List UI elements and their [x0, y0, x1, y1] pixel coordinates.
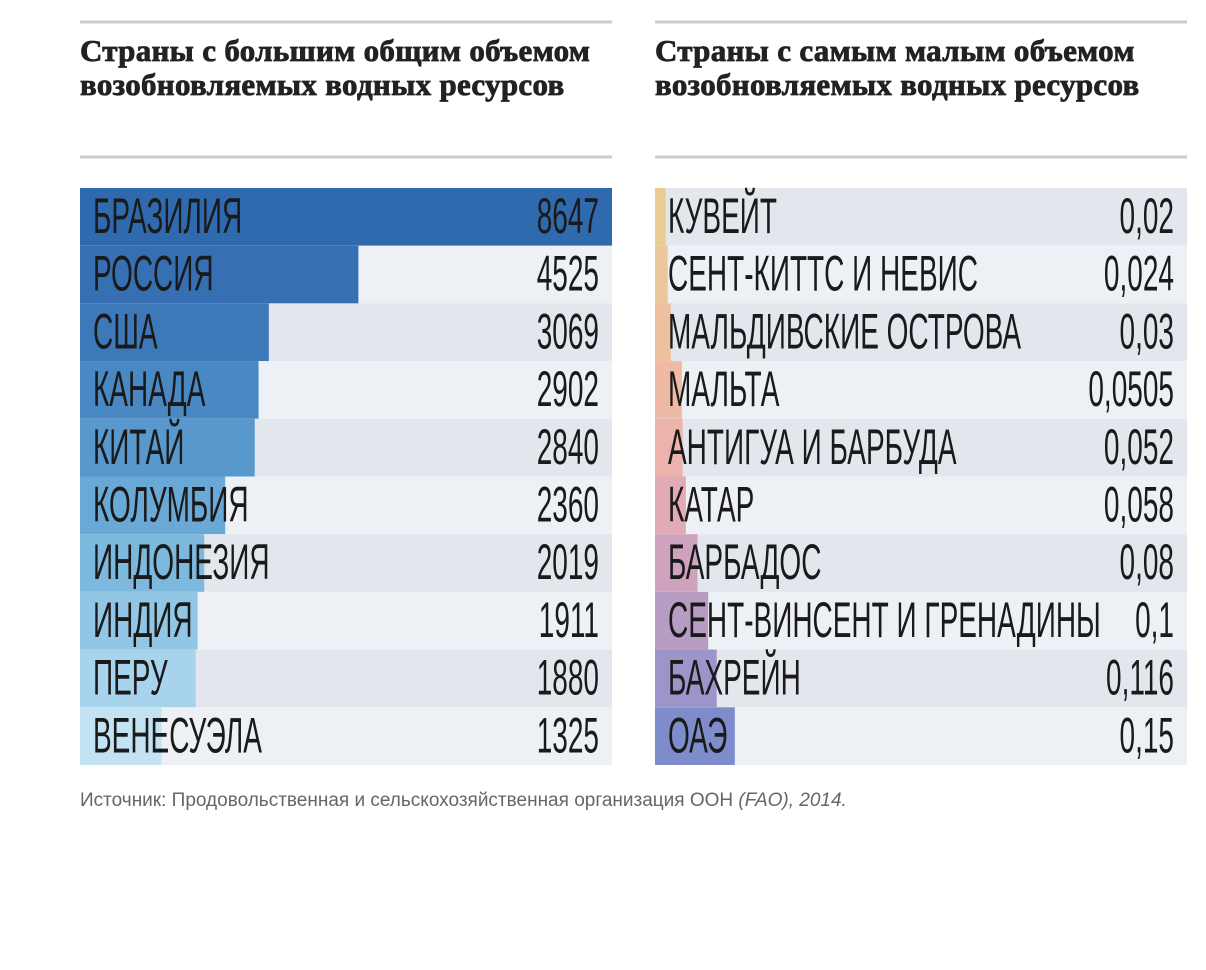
value-label: 0,1	[1135, 591, 1174, 648]
bar	[655, 649, 717, 708]
labels: БРАЗИЛИЯ 8647 РОССИЯ 4525 США 3069 КАНАДА 2902 К…	[93, 187, 599, 763]
row-background	[655, 188, 1187, 246]
value-label: 0,08	[1120, 534, 1174, 591]
value-label: 2902	[537, 361, 599, 418]
source-ref: (FAO), 2014.	[738, 790, 846, 811]
value-label: 2019	[537, 534, 599, 591]
category-label: СЕНТ-КИТТС И НЕВИС	[668, 245, 978, 302]
value-label: 2840	[537, 418, 599, 475]
category-label: КОЛУМБИЯ	[93, 476, 249, 533]
bar	[655, 476, 686, 535]
bar	[655, 707, 735, 765]
bar	[80, 303, 269, 362]
category-label: США	[93, 303, 158, 360]
category-label: ОАЭ	[668, 707, 727, 764]
source: Источник: Продовольственная и сельскохоз…	[80, 790, 847, 811]
category-label: РОССИЯ	[93, 245, 214, 302]
chart-title: Страны с большим общим объемом возобновл…	[80, 33, 591, 102]
bar	[655, 361, 682, 419]
category-label: БАХРЕЙН	[668, 649, 801, 706]
bar	[80, 534, 205, 592]
bar	[80, 245, 359, 304]
chart-panel: БРАЗИЛИЯ 8647 РОССИЯ 4525 США 3069 КАНАДА 2902 К…	[80, 187, 612, 765]
category-label: КАТАР	[668, 476, 754, 533]
category-label: АНТИГУА И БАРБУДА	[668, 418, 957, 475]
source-text: Источник: Продовольственная и сельскохоз…	[80, 790, 733, 811]
category-label: КАНАДА	[93, 361, 205, 418]
category-label: СЕНТ-ВИНСЕНТ И ГРЕНАДИНЫ	[668, 591, 1101, 648]
row-background	[655, 591, 1187, 650]
row-background	[655, 303, 1187, 362]
bar	[80, 418, 255, 477]
value-label: 1880	[537, 649, 599, 706]
row-background	[655, 649, 1187, 708]
bar	[80, 707, 162, 765]
bar	[80, 591, 198, 650]
chart-panel: КУВЕЙТ 0,02 СЕНТ-КИТТС И НЕВИС 0,024 МАЛЬДИВ…	[655, 187, 1187, 765]
value-label: 0,03	[1120, 303, 1174, 360]
row-background	[655, 361, 1187, 419]
category-label: БАРБАДОС	[668, 534, 821, 591]
bar	[655, 245, 668, 304]
category-label: КИТАЙ	[93, 418, 184, 475]
bar	[80, 476, 226, 535]
row-background	[655, 476, 1187, 535]
value-label: 0,0505	[1088, 361, 1174, 418]
row-background	[655, 418, 1187, 477]
category-label: ИНДОНЕЗИЯ	[93, 534, 270, 591]
value-label: 1325	[537, 707, 599, 764]
value-label: 0,02	[1120, 187, 1174, 244]
row-background	[655, 534, 1187, 592]
bar	[80, 188, 612, 246]
value-label: 0,116	[1106, 649, 1174, 706]
value-label: 4525	[537, 245, 599, 302]
chart-title: Страны с самым малым объемом возобновляе…	[655, 33, 1140, 102]
row-background	[655, 245, 1187, 304]
bar	[655, 188, 666, 246]
value-label: 2360	[537, 476, 599, 533]
value-label: 0,15	[1120, 707, 1174, 764]
bar	[655, 534, 698, 592]
labels: КУВЕЙТ 0,02 СЕНТ-КИТТС И НЕВИС 0,024 МАЛЬДИВ…	[668, 187, 1174, 763]
category-label: МАЛЬДИВСКИЕ ОСТРОВА	[668, 303, 1021, 360]
value-label: 0,058	[1104, 476, 1174, 533]
value-label: 0,024	[1104, 245, 1174, 302]
category-label: БРАЗИЛИЯ	[93, 187, 242, 244]
category-label: КУВЕЙТ	[668, 187, 777, 244]
value-label: 3069	[537, 303, 599, 360]
row-background	[80, 707, 612, 765]
bar	[655, 591, 709, 650]
category-label: МАЛЬТА	[668, 361, 779, 418]
bar	[655, 303, 671, 362]
bar	[80, 649, 196, 708]
bar	[80, 361, 259, 419]
category-label: ВЕНЕСУЭЛА	[93, 707, 262, 764]
row-background	[655, 707, 1187, 765]
category-label: ПЕРУ	[93, 649, 168, 706]
value-label: 1911	[539, 591, 599, 648]
value-label: 8647	[537, 187, 599, 244]
category-label: ИНДИЯ	[93, 591, 193, 648]
bar	[655, 418, 683, 477]
value-label: 0,052	[1104, 418, 1174, 475]
